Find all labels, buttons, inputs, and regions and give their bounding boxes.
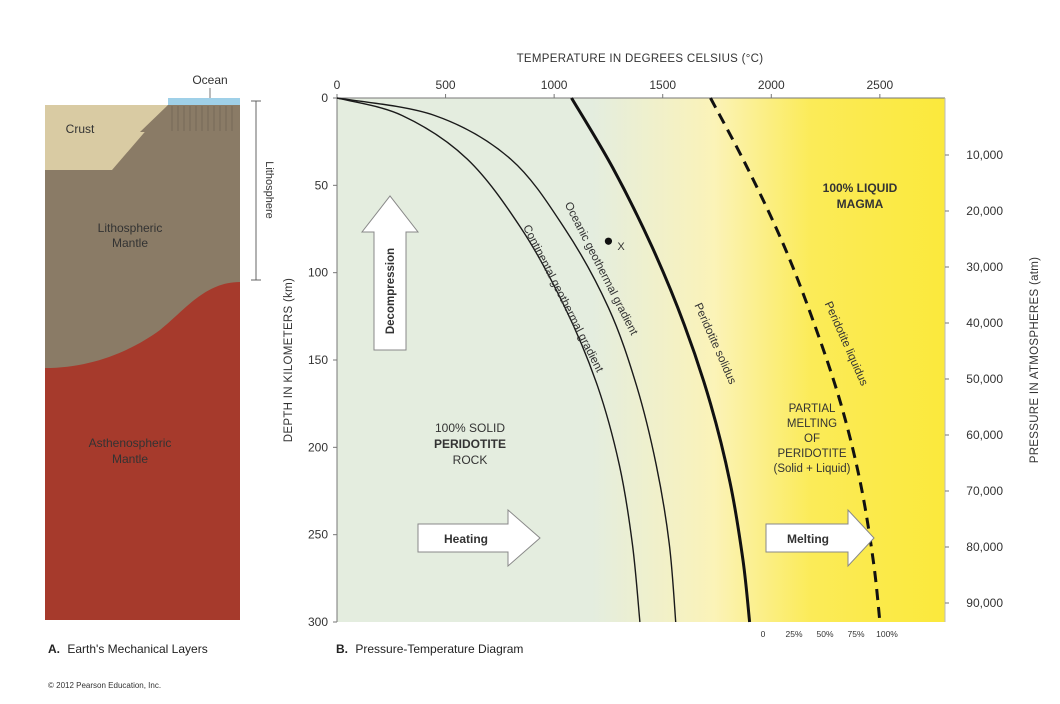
y-tick-label: 100 xyxy=(308,266,328,280)
partial-label-line2: MELTING xyxy=(787,418,837,430)
y-ticks: 0 50 100 150 200 250 300 xyxy=(308,91,337,629)
panel-a-caption-letter: A. xyxy=(48,642,60,656)
y2-tick-label: 50,000 xyxy=(966,372,1003,386)
solid-label-line2: PERIDOTITE xyxy=(434,437,506,451)
solid-label-line3: ROCK xyxy=(453,453,488,467)
panel-b-pt-diagram: TEMPERATURE IN DEGREES CELSIUS (°C) DEPT… xyxy=(283,53,1041,656)
partial-label-line3: OF xyxy=(804,433,820,445)
x-tick-label: 2000 xyxy=(758,78,785,92)
y-tick-label: 300 xyxy=(308,615,328,629)
asthenospheric-mantle-label-line1: Asthenospheric xyxy=(89,436,172,450)
y-tick-label: 150 xyxy=(308,353,328,367)
ocean-label: Ocean xyxy=(192,73,227,87)
melting-arrow: Melting xyxy=(765,508,875,568)
x-tick-label: 1000 xyxy=(541,78,568,92)
x-tick-label: 500 xyxy=(436,78,456,92)
y-tick-label: 0 xyxy=(321,91,328,105)
decompression-arrow: Decompression xyxy=(360,195,420,351)
y2-tick-label: 70,000 xyxy=(966,484,1003,498)
panel-a-caption-text: Earth's Mechanical Layers xyxy=(67,642,207,656)
y2-tick-label: 80,000 xyxy=(966,540,1003,554)
asthenospheric-mantle-label-line2: Mantle xyxy=(112,452,148,466)
partial-label-line5: (Solid + Liquid) xyxy=(773,463,850,475)
liquid-label-line1: 100% LIQUID xyxy=(823,181,898,195)
x-tick-label: 2500 xyxy=(867,78,894,92)
melt-fraction-label: 75% xyxy=(847,629,864,639)
ocean-layer xyxy=(168,98,240,105)
x-tick-label: 0 xyxy=(334,78,341,92)
point-x-label: X xyxy=(617,241,625,253)
panel-b-caption: B. Pressure-Temperature Diagram xyxy=(336,642,523,656)
continental-geothermal-gradient-line xyxy=(336,97,641,623)
oceanic-geothermal-gradient-line xyxy=(336,97,677,623)
x-ticks: 0 500 1000 1500 2000 2500 xyxy=(334,78,894,98)
y2-tick-label: 40,000 xyxy=(966,316,1003,330)
y-tick-label: 50 xyxy=(315,178,329,192)
y2-tick-label: 60,000 xyxy=(966,428,1003,442)
right-axis-title: PRESSURE IN ATMOSPHERES (atm) xyxy=(1029,257,1041,464)
y2-tick-label: 20,000 xyxy=(966,204,1003,218)
heating-arrow: Heating xyxy=(417,508,541,568)
right-arrow-icon xyxy=(765,508,875,568)
melt-fraction-label: 50% xyxy=(816,629,833,639)
copyright: © 2012 Pearson Education, Inc. xyxy=(48,681,161,690)
lithosphere-bracket xyxy=(251,100,261,281)
lithosphere-label: Lithosphere xyxy=(263,161,275,219)
decompression-label: Decompression xyxy=(385,248,397,334)
crust-label: Crust xyxy=(66,122,95,136)
liquid-label-line2: MAGMA xyxy=(837,197,884,211)
x-tick-label: 1500 xyxy=(649,78,676,92)
y-tick-label: 200 xyxy=(308,440,328,454)
solid-label-line1: 100% SOLID xyxy=(435,421,505,435)
panel-b-caption-text: Pressure-Temperature Diagram xyxy=(355,642,523,656)
melt-fraction-label: 100% xyxy=(876,629,898,639)
y2-tick-label: 10,000 xyxy=(966,148,1003,162)
data-points: X xyxy=(604,237,625,253)
partial-label-line1: PARTIAL xyxy=(789,403,836,415)
melting-label: Melting xyxy=(787,532,829,546)
peridotite-solidus-line xyxy=(570,97,752,623)
melt-fraction-ticks: 0 25% 50% 75% 100% xyxy=(761,629,899,639)
lithospheric-mantle-label-line1: Lithospheric xyxy=(98,221,163,235)
panel-a-caption: A. Earth's Mechanical Layers xyxy=(48,642,208,656)
panel-a-earth-layers: Ocean Crust Lithospheric Mantle Asthenos… xyxy=(45,73,275,656)
melt-fraction-label: 0 xyxy=(761,629,766,639)
left-axis-title: DEPTH IN KILOMETERS (km) xyxy=(283,278,295,442)
melt-fraction-label: 25% xyxy=(785,629,802,639)
right-arrow-icon xyxy=(417,508,541,568)
point-x-marker xyxy=(604,237,613,245)
crust-layer xyxy=(45,105,168,170)
up-arrow-icon xyxy=(360,195,420,351)
y2-tick-label: 90,000 xyxy=(966,596,1003,610)
heating-label: Heating xyxy=(444,532,488,546)
y2-tick-label: 30,000 xyxy=(966,260,1003,274)
partial-label-line4: PERIDOTITE xyxy=(777,448,846,460)
lithospheric-mantle-label-line2: Mantle xyxy=(112,236,148,250)
oceanic-crust-texture xyxy=(171,106,233,131)
y2-ticks: 10,000 20,000 30,000 40,000 50,000 60,000 70,0… xyxy=(945,148,1003,610)
panel-b-caption-letter: B. xyxy=(336,642,348,656)
top-axis-title: TEMPERATURE IN DEGREES CELSIUS (°C) xyxy=(517,53,764,65)
y-tick-label: 250 xyxy=(308,528,328,542)
lithospheric-mantle-layer xyxy=(45,105,240,368)
